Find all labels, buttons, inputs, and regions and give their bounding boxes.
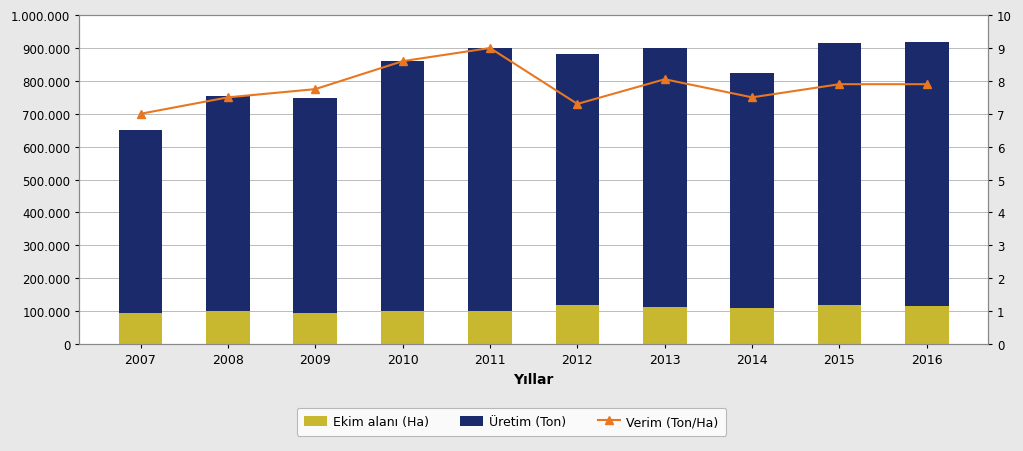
Bar (294, 313, 338, 344)
Verim (Ton/Ha) (834, 82, 846, 87)
Verim (Ton/Ha) (222, 96, 234, 101)
Bar (555, 55, 599, 344)
Bar (119, 314, 163, 344)
Bar (730, 74, 774, 344)
Bar (555, 305, 599, 344)
Bar (294, 99, 338, 344)
Verim (Ton/Ha) (397, 60, 409, 65)
Bar (119, 131, 163, 344)
Verim (Ton/Ha) (484, 46, 496, 51)
Bar (817, 44, 861, 344)
Bar (469, 49, 512, 344)
Legend: Ekim alanı (Ha), Üretim (Ton), Verim (Ton/Ha): Ekim alanı (Ha), Üretim (Ton), Verim (To… (297, 408, 726, 436)
Bar (206, 311, 250, 344)
Verim (Ton/Ha) (571, 102, 583, 107)
Verim (Ton/Ha) (659, 78, 671, 83)
Bar (905, 43, 948, 344)
Verim (Ton/Ha) (309, 87, 321, 92)
Bar (905, 306, 948, 344)
Bar (817, 305, 861, 344)
Bar (469, 311, 512, 344)
Bar (730, 308, 774, 344)
Bar (206, 97, 250, 344)
Verim (Ton/Ha) (134, 112, 146, 117)
Verim (Ton/Ha) (921, 82, 933, 87)
Bar (381, 311, 425, 344)
Verim (Ton/Ha) (746, 96, 758, 101)
Line: Verim (Ton/Ha): Verim (Ton/Ha) (136, 45, 931, 119)
X-axis label: Yıllar: Yıllar (514, 372, 553, 386)
Bar (381, 62, 425, 344)
Bar (642, 308, 686, 344)
Bar (642, 49, 686, 344)
